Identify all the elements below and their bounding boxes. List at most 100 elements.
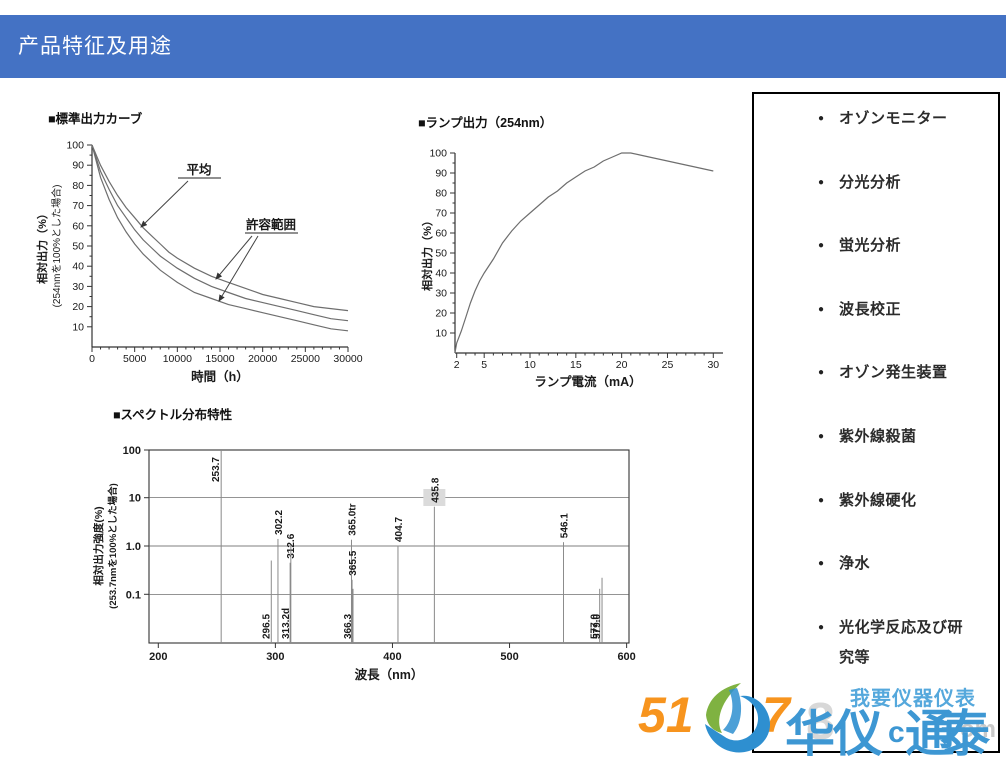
application-label: 紫外線硬化	[839, 491, 917, 509]
chart1-title: ■標準出力カーブ	[48, 112, 143, 126]
tick-marks	[144, 449, 628, 648]
svg-text:10000: 10000	[163, 353, 192, 365]
svg-text:相対出力（%）: 相対出力（%）	[35, 208, 49, 284]
application-label: 蛍光分析	[839, 237, 902, 255]
watermark-logo: 8 51 7 华仪 c 通 om 泰 我要仪器仪表	[600, 680, 1006, 768]
watermark-brand-tai: 泰	[940, 706, 990, 762]
applications-list: ● オゾンモニター ● 分光分析 ● 蛍光分析 ● 波長校正 ● オゾン発生装置 ● 紫外線殺菌 ● 紫外…	[754, 94, 998, 676]
svg-text:600: 600	[617, 651, 635, 663]
svg-text:40: 40	[435, 268, 447, 280]
svg-text:0: 0	[89, 353, 95, 365]
svg-text:25: 25	[662, 359, 674, 371]
swirl-logo-icon	[705, 683, 771, 753]
series-average	[91, 144, 349, 322]
svg-text:90: 90	[435, 168, 447, 180]
list-item: ● 光化学反応及び研究等	[754, 613, 998, 677]
watermark-tagline: 我要仪器仪表	[850, 688, 976, 710]
list-item: ● 蛍光分析	[754, 231, 998, 295]
svg-text:90: 90	[72, 160, 84, 172]
svg-text:80: 80	[435, 188, 447, 200]
svg-text:100: 100	[429, 148, 447, 160]
list-item: ● 紫外線殺菌	[754, 422, 998, 486]
svg-text:5000: 5000	[123, 353, 147, 365]
list-item: ● 浄水	[754, 549, 998, 613]
application-label: オゾン発生装置	[839, 364, 948, 382]
svg-text:20000: 20000	[248, 353, 277, 365]
chart2-title: ■ランプ出力（254nm）	[418, 116, 553, 130]
watermark-number-51: 51	[638, 687, 694, 743]
svg-text:1.0: 1.0	[126, 541, 141, 553]
svg-text:許容範囲: 許容範囲	[246, 217, 296, 232]
line-label-577.0: 577.0	[590, 614, 601, 639]
watermark-brand-om: om	[960, 716, 996, 743]
svg-text:10: 10	[72, 321, 84, 333]
svg-text:30: 30	[72, 281, 84, 293]
series-relative_output	[454, 152, 714, 354]
svg-text:400: 400	[383, 651, 401, 663]
page-header-bar: 产品特征及用途	[0, 15, 1006, 78]
line-label-366.3: 366.3	[343, 614, 354, 639]
bullet-icon: ●	[818, 367, 825, 379]
page-title: 产品特征及用途	[18, 35, 172, 58]
standard-output-curve-chart: 10 20 30 40 50 60 70 80 90 100 0 5000 10000 15000 2000…	[35, 140, 363, 385]
application-label: 紫外線殺菌	[839, 427, 917, 445]
svg-text:20: 20	[616, 359, 628, 371]
application-label: オゾンモニター	[839, 110, 948, 127]
line-label-579.0: 579.0	[592, 614, 603, 639]
axes	[91, 145, 348, 348]
line-label-404.7: 404.7	[394, 517, 405, 542]
svg-text:60: 60	[435, 228, 447, 240]
bullet-icon: ●	[818, 494, 825, 506]
svg-text:10: 10	[435, 328, 447, 340]
application-label: 分光分析	[839, 173, 902, 191]
svg-text:60: 60	[72, 220, 84, 232]
svg-text:500: 500	[500, 651, 518, 663]
bullet-icon: ●	[818, 558, 825, 570]
watermark-brand-tong: 通	[905, 706, 955, 762]
svg-text:0.1: 0.1	[126, 589, 141, 601]
svg-text:平均: 平均	[186, 162, 211, 177]
bullet-icon: ●	[818, 303, 825, 315]
svg-text:25000: 25000	[291, 353, 320, 365]
list-item: ● 波長校正	[754, 295, 998, 359]
bullet-icon: ●	[818, 240, 825, 252]
svg-text:相対出力強度(%): 相対出力強度(%)	[92, 506, 105, 585]
list-item: ● オゾン発生装置	[754, 358, 998, 422]
list-item: ● 分光分析	[754, 168, 998, 232]
watermark-brand-c: c	[888, 716, 905, 749]
tick-marks	[87, 144, 349, 352]
watermark-ghost-digit: 8	[806, 693, 835, 751]
svg-text:30: 30	[707, 359, 719, 371]
bullet-icon: ●	[818, 176, 825, 188]
application-label: 波長校正	[839, 300, 902, 318]
svg-text:ランプ電流（mA）: ランプ電流（mA）	[534, 374, 641, 389]
gridlines	[149, 497, 629, 595]
series-lower_tolerance	[91, 144, 349, 332]
line-label-546.1: 546.1	[560, 513, 571, 538]
svg-text:100: 100	[123, 445, 141, 457]
svg-text:40: 40	[72, 261, 84, 273]
svg-text:70: 70	[435, 208, 447, 220]
tick-marks	[450, 152, 714, 358]
svg-text:波長（nm）: 波長（nm）	[355, 667, 424, 682]
applications-panel: ● オゾンモニター ● 分光分析 ● 蛍光分析 ● 波長校正 ● オゾン発生装置 ● 紫外線殺菌 ● 紫外…	[752, 92, 1000, 753]
svg-text:100: 100	[66, 140, 84, 152]
bullet-icon: ●	[818, 430, 825, 442]
application-label: 浄水	[839, 555, 871, 573]
svg-text:5: 5	[481, 359, 487, 371]
bullet-icon: ●	[818, 113, 825, 124]
svg-text:70: 70	[72, 200, 84, 212]
svg-text:20: 20	[72, 301, 84, 313]
svg-text:80: 80	[72, 180, 84, 192]
svg-text:30000: 30000	[333, 353, 362, 365]
bullet-icon: ●	[818, 621, 825, 633]
label-highlight	[423, 489, 446, 506]
svg-text:20: 20	[435, 308, 447, 320]
svg-text:2: 2	[454, 359, 460, 371]
watermark-brand-huayi: 华仪	[785, 706, 883, 762]
line-label-435.8: 435.8	[430, 477, 441, 502]
svg-text:50: 50	[435, 248, 447, 260]
svg-text:200: 200	[149, 651, 167, 663]
